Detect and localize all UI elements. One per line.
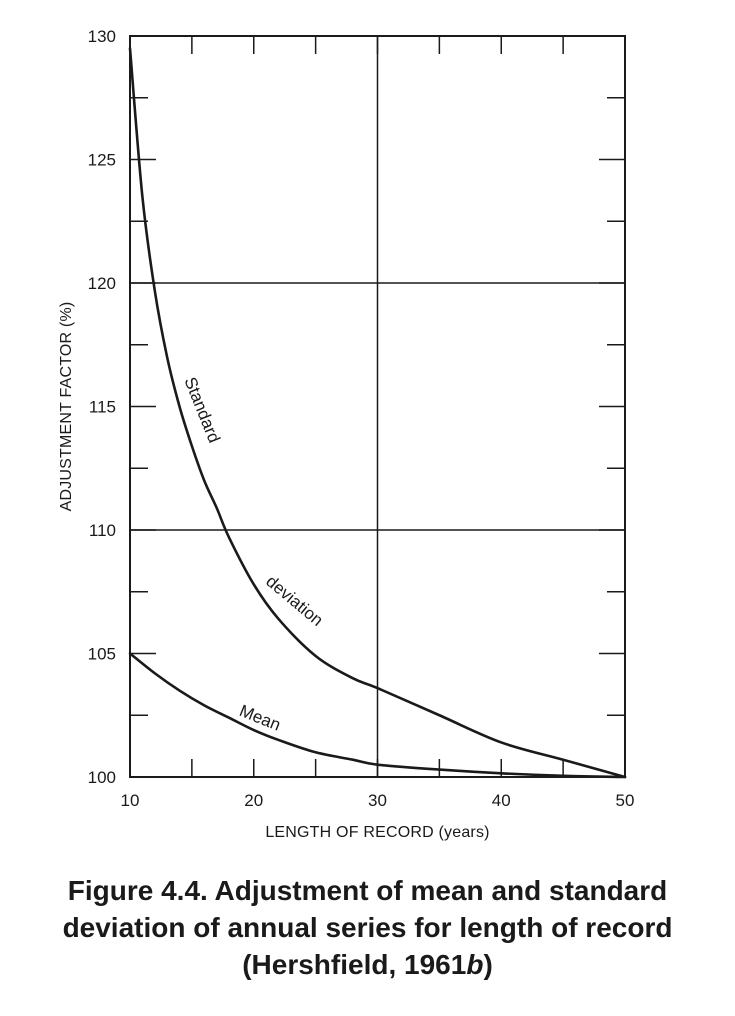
x-tick-label-20: 20 xyxy=(244,791,263,810)
x-tick-labels: 10 20 30 40 50 xyxy=(121,791,635,810)
y-tick-label-100: 100 xyxy=(88,768,116,787)
y-tick-label-130: 130 xyxy=(88,27,116,46)
y-axis-label: ADJUSTMENT FACTOR (%) xyxy=(58,302,75,512)
caption-citation-suffix: b xyxy=(466,949,484,980)
minor-ticks xyxy=(130,36,625,777)
x-tick-label-40: 40 xyxy=(492,791,511,810)
x-tick-label-10: 10 xyxy=(121,791,140,810)
y-tick-label-120: 120 xyxy=(88,274,116,293)
y-tick-label-110: 110 xyxy=(89,521,116,540)
x-tick-label-30: 30 xyxy=(368,791,387,810)
figure-caption: Figure 4.4. Adjustment of mean and stand… xyxy=(0,872,735,983)
caption-line-2: deviation of annual series for length of… xyxy=(62,912,673,943)
series-line-standard-deviation xyxy=(128,47,627,779)
caption-close-paren: ) xyxy=(483,949,493,980)
y-tick-label-115: 115 xyxy=(89,398,116,417)
x-tick-label-50: 50 xyxy=(616,791,635,810)
y-tick-label-105: 105 xyxy=(88,645,116,664)
caption-line-1: Figure 4.4. Adjustment of mean and stand… xyxy=(67,875,668,906)
y-tick-labels: 100 105 110 115 120 125 130 xyxy=(88,27,116,787)
curves xyxy=(128,47,627,779)
caption-line-3: (Hershfield, 1961b) xyxy=(0,946,735,983)
series-label-mean: Mean xyxy=(237,701,284,735)
y-tick-label-125: 125 xyxy=(88,151,116,170)
series-line-mean xyxy=(128,652,627,779)
caption-citation: (Hershfield, 1961 xyxy=(242,949,467,980)
x-axis-label: LENGTH OF RECORD (years) xyxy=(265,824,489,841)
series-label-deviation: deviation xyxy=(262,572,326,630)
plot-frame xyxy=(129,35,626,778)
grid-lines xyxy=(130,36,625,777)
